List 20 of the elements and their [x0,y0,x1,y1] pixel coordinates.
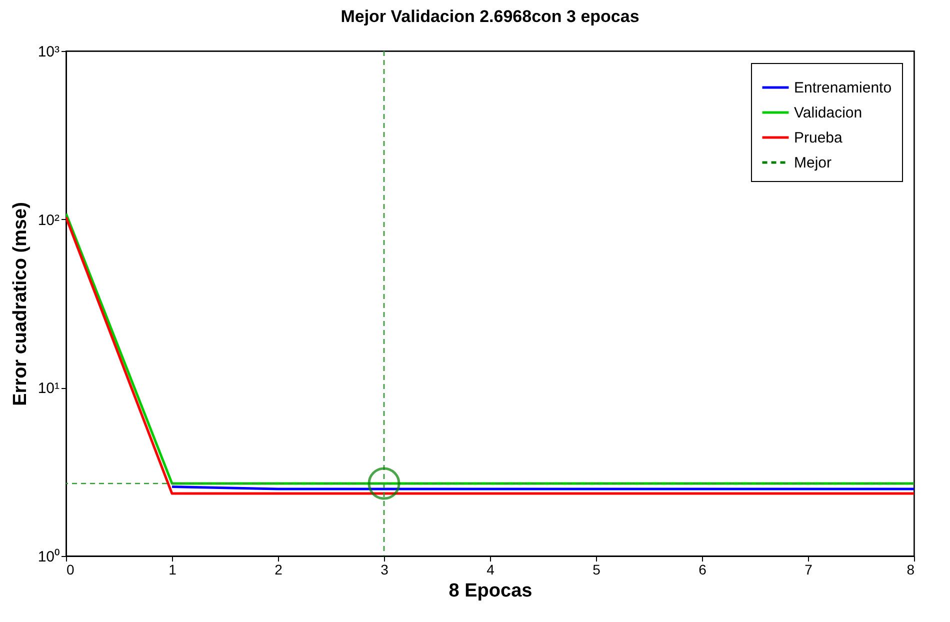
x-tick-label: 8 [906,562,915,578]
legend-label: Validacion [794,104,862,122]
x-tick-label: 3 [380,562,389,578]
x-tick-label: 0 [66,562,74,578]
x-tick-label: 4 [486,562,495,578]
legend-label: Prueba [794,130,844,146]
chart-title: Mejor Validacion 2.6968con 3 epocas [340,7,640,26]
x-tick-label: 6 [698,562,707,578]
x-tick-label: 2 [274,562,283,578]
x-tick-label: 1 [168,562,177,578]
x-tick-label: 5 [592,562,601,578]
x-axis-title: 8 Epocas [448,580,532,602]
y-tick-label: 10¹ [38,380,60,398]
legend-label: Mejor [794,154,832,172]
y-tick-label: 10³ [38,44,60,60]
y-tick-label: 10⁰ [38,548,60,566]
y-axis-title: Error cuadratico (mse) [10,202,31,406]
x-tick-label: 7 [804,562,813,578]
y-tick-label: 10² [38,212,60,229]
legend-label: Entrenamiento [794,80,892,96]
